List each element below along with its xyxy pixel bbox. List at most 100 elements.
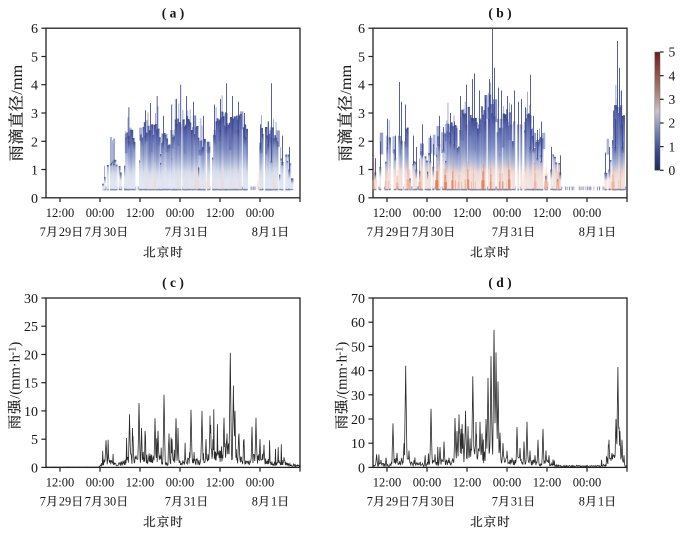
svg-text:31: 31 bbox=[511, 225, 523, 239]
svg-text:00:00: 00:00 bbox=[413, 476, 441, 490]
svg-text:/mm: /mm bbox=[7, 65, 26, 95]
svg-text:00:00: 00:00 bbox=[246, 476, 274, 490]
svg-text:12:00: 12:00 bbox=[453, 476, 481, 490]
svg-text:10: 10 bbox=[24, 405, 38, 420]
svg-text:1: 1 bbox=[669, 139, 676, 154]
svg-text:5: 5 bbox=[31, 51, 38, 66]
svg-text:30: 30 bbox=[24, 292, 38, 307]
svg-text:5: 5 bbox=[358, 51, 365, 66]
svg-text:3: 3 bbox=[358, 107, 365, 122]
svg-text:1: 1 bbox=[31, 164, 38, 179]
svg-text:70: 70 bbox=[351, 292, 365, 307]
svg-text:-1: -1 bbox=[7, 347, 18, 356]
svg-text:0: 0 bbox=[31, 461, 38, 476]
svg-text:): ) bbox=[335, 342, 351, 347]
svg-text:1: 1 bbox=[598, 495, 604, 509]
svg-text:8: 8 bbox=[252, 225, 258, 239]
svg-text:25: 25 bbox=[24, 320, 38, 335]
svg-text:( b ): ( b ) bbox=[488, 5, 511, 20]
svg-text:20: 20 bbox=[351, 413, 365, 428]
svg-text:00:00: 00:00 bbox=[86, 476, 114, 490]
svg-text:6: 6 bbox=[31, 22, 38, 37]
svg-text:3: 3 bbox=[31, 107, 38, 122]
svg-text:40: 40 bbox=[351, 365, 365, 380]
svg-text:00:00: 00:00 bbox=[573, 476, 601, 490]
svg-text:8: 8 bbox=[252, 495, 258, 509]
svg-text:31: 31 bbox=[511, 495, 523, 509]
svg-text:4: 4 bbox=[358, 79, 365, 94]
svg-text:1: 1 bbox=[598, 225, 604, 239]
svg-text:0: 0 bbox=[358, 192, 365, 207]
svg-text:7: 7 bbox=[40, 225, 46, 239]
svg-text:7: 7 bbox=[165, 225, 171, 239]
svg-text:12:00: 12:00 bbox=[453, 206, 481, 220]
svg-text:12:00: 12:00 bbox=[126, 476, 154, 490]
svg-text:8: 8 bbox=[579, 495, 585, 509]
svg-text:29: 29 bbox=[386, 225, 398, 239]
svg-text:2: 2 bbox=[358, 135, 365, 150]
svg-text:0: 0 bbox=[358, 461, 365, 476]
svg-text:1: 1 bbox=[271, 495, 277, 509]
svg-text:): ) bbox=[8, 342, 24, 347]
svg-text:7: 7 bbox=[367, 495, 373, 509]
svg-text:5: 5 bbox=[669, 45, 676, 60]
svg-text:-1: -1 bbox=[334, 347, 345, 356]
svg-text:7: 7 bbox=[367, 225, 373, 239]
svg-text:30: 30 bbox=[351, 389, 365, 404]
svg-text:/(mm·h: /(mm·h bbox=[8, 354, 24, 398]
svg-text:29: 29 bbox=[386, 495, 398, 509]
svg-text:4: 4 bbox=[669, 68, 676, 83]
svg-text:31: 31 bbox=[184, 225, 196, 239]
svg-text:30: 30 bbox=[104, 495, 116, 509]
svg-text:/(mm·h: /(mm·h bbox=[335, 354, 351, 398]
svg-text:20: 20 bbox=[24, 349, 38, 364]
svg-text:8: 8 bbox=[579, 225, 585, 239]
svg-text:12:00: 12:00 bbox=[206, 206, 234, 220]
svg-text:/mm: /mm bbox=[336, 65, 355, 95]
svg-text:12:00: 12:00 bbox=[46, 476, 74, 490]
svg-text:50: 50 bbox=[351, 340, 365, 355]
svg-text:30: 30 bbox=[431, 225, 443, 239]
svg-text:12:00: 12:00 bbox=[373, 476, 401, 490]
svg-text:7: 7 bbox=[492, 225, 498, 239]
svg-text:4: 4 bbox=[31, 79, 38, 94]
svg-text:00:00: 00:00 bbox=[86, 206, 114, 220]
svg-text:15: 15 bbox=[24, 377, 38, 392]
svg-text:7: 7 bbox=[492, 495, 498, 509]
svg-text:12:00: 12:00 bbox=[533, 476, 561, 490]
svg-text:60: 60 bbox=[351, 316, 365, 331]
svg-text:00:00: 00:00 bbox=[573, 206, 601, 220]
svg-text:12:00: 12:00 bbox=[206, 476, 234, 490]
svg-text:12:00: 12:00 bbox=[373, 206, 401, 220]
svg-text:5: 5 bbox=[31, 433, 38, 448]
svg-text:0: 0 bbox=[669, 163, 676, 178]
svg-text:2: 2 bbox=[31, 135, 38, 150]
svg-text:00:00: 00:00 bbox=[413, 206, 441, 220]
svg-text:00:00: 00:00 bbox=[166, 206, 194, 220]
svg-text:12:00: 12:00 bbox=[126, 206, 154, 220]
svg-text:7: 7 bbox=[85, 225, 91, 239]
svg-text:3: 3 bbox=[669, 92, 676, 107]
svg-text:7: 7 bbox=[85, 495, 91, 509]
svg-text:30: 30 bbox=[104, 225, 116, 239]
svg-text:29: 29 bbox=[59, 495, 71, 509]
svg-text:( a ): ( a ) bbox=[162, 5, 185, 20]
svg-text:6: 6 bbox=[358, 22, 365, 37]
svg-text:10: 10 bbox=[351, 437, 365, 452]
svg-text:1: 1 bbox=[358, 164, 365, 179]
svg-text:29: 29 bbox=[59, 225, 71, 239]
svg-text:30: 30 bbox=[431, 495, 443, 509]
svg-text:( c ): ( c ) bbox=[162, 275, 184, 290]
svg-text:12:00: 12:00 bbox=[46, 206, 74, 220]
svg-text:00:00: 00:00 bbox=[246, 206, 274, 220]
svg-text:7: 7 bbox=[165, 495, 171, 509]
svg-text:( d ): ( d ) bbox=[488, 275, 511, 290]
svg-text:12:00: 12:00 bbox=[533, 206, 561, 220]
svg-text:00:00: 00:00 bbox=[493, 206, 521, 220]
svg-text:7: 7 bbox=[412, 495, 418, 509]
svg-text:1: 1 bbox=[271, 225, 277, 239]
svg-text:00:00: 00:00 bbox=[493, 476, 521, 490]
svg-text:31: 31 bbox=[184, 495, 196, 509]
svg-text:7: 7 bbox=[412, 225, 418, 239]
svg-text:0: 0 bbox=[31, 192, 38, 207]
